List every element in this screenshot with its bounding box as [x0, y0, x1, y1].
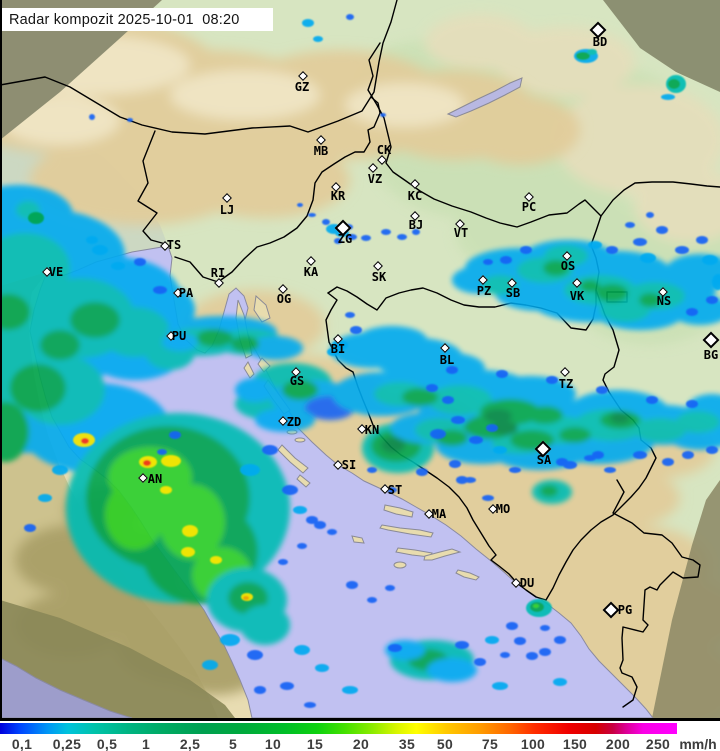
- legend-tick-15: 15: [306, 736, 324, 751]
- legend-tick-1: 1: [141, 736, 151, 751]
- station-label-KR: KR: [330, 189, 346, 203]
- station-label-PC: PC: [521, 200, 537, 214]
- precipitation-layer-fine: [24, 14, 720, 708]
- station-label-PZ: PZ: [476, 284, 492, 298]
- station-label-GZ: GZ: [294, 80, 310, 94]
- station-label-ZG: ZG: [337, 232, 353, 246]
- legend-tick-2,5: 2,5: [179, 736, 201, 751]
- map-left-border: [0, 0, 2, 718]
- legend-tick-0,25: 0,25: [52, 736, 82, 751]
- radar-map: GZ BD MB CK VZ LJ KR KC PC BJ VT ZG TS RI SK OS VE PA OG KA…: [0, 0, 720, 718]
- station-label-PG: PG: [617, 603, 633, 617]
- station-label-AN: AN: [147, 472, 163, 486]
- station-label-CK: CK: [376, 143, 392, 157]
- legend-colorbar: [0, 723, 677, 734]
- station-label-MA: MA: [431, 507, 447, 521]
- station-label-BG: BG: [703, 348, 719, 362]
- station-label-OG: OG: [276, 292, 292, 306]
- station-label-PA: PA: [178, 286, 194, 300]
- station-label-SA: SA: [536, 453, 552, 467]
- tyrrhenian-sea: [0, 657, 133, 718]
- station-label-NS: NS: [656, 294, 672, 308]
- station-label-SK: SK: [371, 270, 387, 284]
- title-box: Radar kompozit 2025-10-01 08:20: [2, 8, 273, 31]
- legend-tick-0,5: 0,5: [96, 736, 118, 751]
- station-label-VZ: VZ: [367, 172, 383, 186]
- station-label-VK: VK: [569, 289, 585, 303]
- station-label-KA: KA: [303, 265, 319, 279]
- station-label-OS: OS: [560, 259, 576, 273]
- legend-tick-50: 50: [436, 736, 454, 751]
- station-label-VE: VE: [48, 265, 64, 279]
- legend-tick-250: 250: [645, 736, 671, 751]
- station-label-MO: MO: [495, 502, 511, 516]
- station-label-VT: VT: [453, 226, 469, 240]
- station-label-BI: BI: [330, 342, 346, 356]
- legend-tick-20: 20: [352, 736, 370, 751]
- legend-tick-150: 150: [562, 736, 588, 751]
- legend-tick-10: 10: [264, 736, 282, 751]
- map-bottom-border: [0, 718, 720, 721]
- station-label-TZ: TZ: [558, 377, 574, 391]
- station-label-ZD: ZD: [286, 415, 302, 429]
- station-label-KC: KC: [407, 189, 423, 203]
- legend-unit: mm/h: [679, 736, 717, 751]
- map-graphics: [0, 0, 720, 718]
- station-label-TS: TS: [166, 238, 182, 252]
- legend-tick-100: 100: [520, 736, 546, 751]
- station-label-DU: DU: [519, 576, 535, 590]
- legend-tick-75: 75: [481, 736, 499, 751]
- station-label-LJ: LJ: [219, 203, 235, 217]
- radar-out-of-range: [0, 0, 720, 718]
- station-label-PU: PU: [171, 329, 187, 343]
- station-label-ST: ST: [387, 483, 403, 497]
- legend-tick-35: 35: [398, 736, 416, 751]
- station-label-RI: RI: [210, 266, 226, 280]
- station-label-GS: GS: [289, 374, 305, 388]
- lake-balaton: [446, 77, 523, 118]
- legend-tick-200: 200: [605, 736, 631, 751]
- station-label-KN: KN: [364, 423, 380, 437]
- legend-tick-5: 5: [228, 736, 238, 751]
- legend-tick-0,1: 0,1: [11, 736, 33, 751]
- station-label-BL: BL: [439, 353, 455, 367]
- station-label-MB: MB: [313, 144, 329, 158]
- precipitation-layer-soft: [0, 185, 720, 682]
- station-label-BD: BD: [592, 35, 608, 49]
- station-label-SB: SB: [505, 286, 521, 300]
- station-label-BJ: BJ: [408, 218, 424, 232]
- station-label-SI: SI: [341, 458, 357, 472]
- legend: 0,1 0,25 0,5 1 2,5 5 10 15 20 35 50 75 100 150 200 250 …: [0, 721, 720, 751]
- map-title: Radar kompozit 2025-10-01 08:20: [9, 11, 240, 28]
